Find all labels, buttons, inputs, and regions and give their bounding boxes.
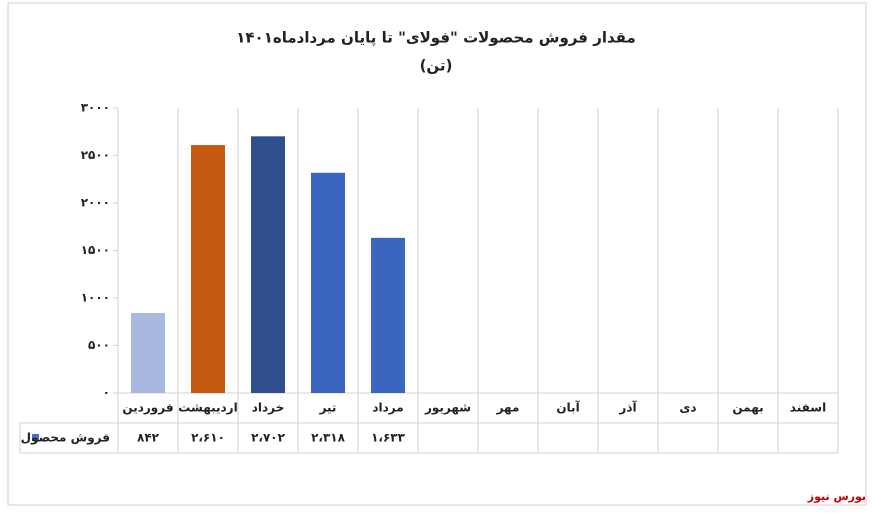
x-tick-label: فروردین: [122, 401, 173, 416]
bar: [251, 136, 285, 393]
y-tick-label: ۵۰۰: [88, 338, 110, 352]
value-label: ۱،۶۳۳: [371, 431, 406, 445]
chart-subtitle: (تن): [420, 57, 453, 75]
x-tick-label: اردیبهشت: [178, 401, 237, 415]
y-tick-label: ۰: [103, 386, 110, 400]
bar: [311, 172, 345, 393]
bar: [131, 313, 165, 393]
legend-swatch: [32, 434, 39, 441]
y-tick-label: ۱۰۰۰: [81, 291, 110, 305]
chart-frame: [7, 2, 867, 506]
x-tick-label: خرداد: [252, 401, 285, 415]
x-tick-label: اسفند: [790, 401, 826, 415]
x-tick-label: بهمن: [732, 401, 763, 415]
y-tick-label: ۱۵۰۰: [81, 243, 110, 257]
x-tick-label: دی: [679, 401, 696, 415]
legend-label: فروش محصول: [21, 431, 110, 446]
bar: [191, 145, 225, 393]
value-label: ۸۴۲: [137, 431, 160, 445]
chart-title: مقدار فروش محصولات "فولای" تا پایان مردا…: [236, 29, 635, 48]
x-tick-label: تیر: [319, 401, 337, 415]
bar: [371, 237, 405, 393]
x-tick-label: مرداد: [372, 401, 403, 415]
x-tick-label: مهر: [496, 401, 520, 415]
y-tick-label: ۳۰۰۰: [81, 101, 110, 115]
value-label: ۲،۶۱۰: [191, 431, 225, 445]
watermark: بورس نیوز: [807, 490, 866, 503]
x-tick-label: شهریور: [424, 401, 471, 416]
y-tick-label: ۲۵۰۰: [81, 148, 110, 162]
value-label: ۲،۳۱۸: [311, 431, 346, 445]
value-label: ۲،۷۰۲: [251, 431, 286, 445]
x-tick-label: آبان: [556, 400, 580, 415]
x-tick-label: آذر: [618, 400, 637, 415]
y-tick-label: ۲۰۰۰: [81, 196, 110, 210]
